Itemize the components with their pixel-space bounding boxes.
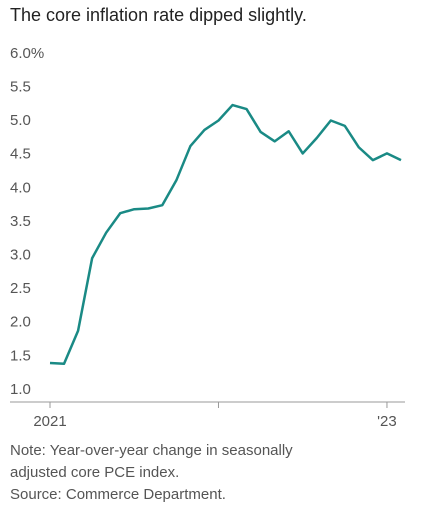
chart-title: The core inflation rate dipped slightly.: [10, 5, 307, 25]
y-tick-label: 3.5: [10, 213, 31, 230]
y-tick-label: 2.5: [10, 280, 31, 297]
footnote: Note: Year-over-year change in seasonall…: [10, 442, 293, 459]
footnote: adjusted core PCE index.: [10, 464, 179, 481]
x-tick-label: 2021: [33, 413, 66, 430]
y-tick-label: 1.5: [10, 347, 31, 364]
y-tick-label: 4.5: [10, 146, 31, 163]
y-tick-label: 4.0: [10, 179, 31, 196]
data-line: [49, 103, 402, 365]
y-tick-label: 2.0: [10, 314, 31, 331]
footnote: Source: Commerce Department.: [10, 486, 226, 503]
y-tick-label: 5.0: [10, 112, 31, 129]
y-tick-label: 3.0: [10, 247, 31, 264]
y-tick-label: 1.0: [10, 381, 31, 398]
y-tick-label: 5.5: [10, 79, 31, 96]
x-tick-label: '23: [377, 413, 397, 430]
y-tick-label: 6.0%: [10, 45, 44, 62]
